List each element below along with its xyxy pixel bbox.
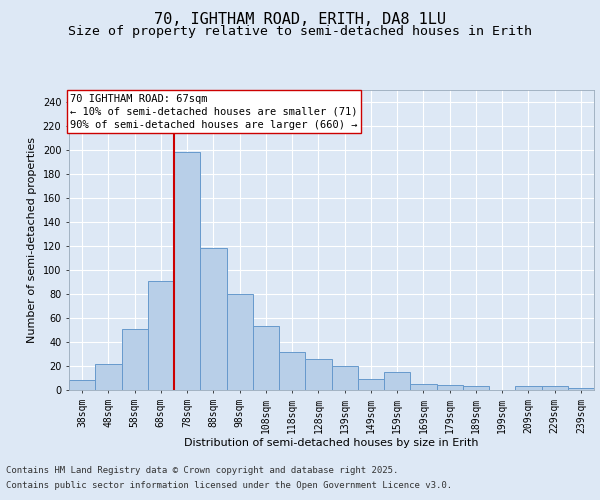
Text: 70, IGHTHAM ROAD, ERITH, DA8 1LU: 70, IGHTHAM ROAD, ERITH, DA8 1LU — [154, 12, 446, 28]
Bar — [253, 326, 279, 390]
Bar — [331, 366, 358, 390]
Text: Size of property relative to semi-detached houses in Erith: Size of property relative to semi-detach… — [68, 25, 532, 38]
Text: Contains public sector information licensed under the Open Government Licence v3: Contains public sector information licen… — [6, 481, 452, 490]
Bar — [358, 379, 384, 390]
Y-axis label: Number of semi-detached properties: Number of semi-detached properties — [27, 137, 37, 343]
Bar — [384, 372, 410, 390]
Bar — [121, 329, 148, 390]
Bar — [305, 359, 331, 390]
Bar — [200, 248, 227, 390]
Bar — [463, 386, 489, 390]
Bar — [410, 384, 437, 390]
Bar — [174, 152, 200, 390]
Bar — [568, 388, 594, 390]
Bar — [69, 380, 95, 390]
Bar — [148, 281, 174, 390]
X-axis label: Distribution of semi-detached houses by size in Erith: Distribution of semi-detached houses by … — [184, 438, 479, 448]
Bar — [542, 386, 568, 390]
Text: 70 IGHTHAM ROAD: 67sqm
← 10% of semi-detached houses are smaller (71)
90% of sem: 70 IGHTHAM ROAD: 67sqm ← 10% of semi-det… — [70, 94, 358, 130]
Bar — [279, 352, 305, 390]
Bar — [437, 385, 463, 390]
Bar — [227, 294, 253, 390]
Bar — [515, 386, 542, 390]
Bar — [95, 364, 121, 390]
Text: Contains HM Land Registry data © Crown copyright and database right 2025.: Contains HM Land Registry data © Crown c… — [6, 466, 398, 475]
